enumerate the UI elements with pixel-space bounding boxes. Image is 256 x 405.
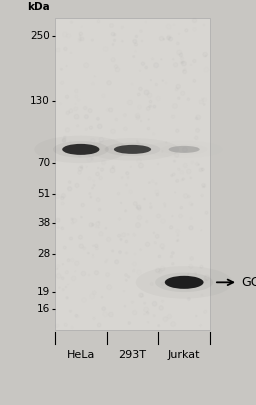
Text: 16: 16 [37,305,50,314]
Bar [55,18,210,330]
Text: Jurkat: Jurkat [168,350,200,360]
Ellipse shape [165,276,204,289]
Text: 250: 250 [30,31,50,41]
Text: 51: 51 [37,189,50,199]
Text: GCSAM: GCSAM [241,276,256,289]
Text: 293T: 293T [119,350,146,360]
Ellipse shape [165,276,204,289]
Text: 19: 19 [37,287,50,297]
Text: 70: 70 [37,158,50,168]
Ellipse shape [169,146,200,153]
Text: HeLa: HeLa [67,350,95,360]
Text: kDa: kDa [27,2,50,12]
Text: 38: 38 [37,218,50,228]
Ellipse shape [114,145,151,154]
Text: 28: 28 [37,249,50,259]
Ellipse shape [62,144,99,155]
Text: 130: 130 [30,96,50,106]
Ellipse shape [62,144,99,155]
Ellipse shape [114,145,151,154]
